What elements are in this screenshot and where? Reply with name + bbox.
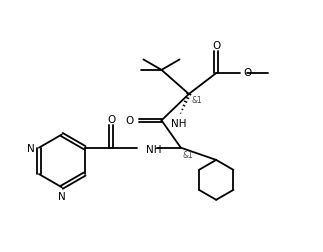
Text: O: O [212, 41, 220, 51]
Text: &1: &1 [182, 150, 193, 159]
Text: NH: NH [172, 118, 187, 129]
Text: O: O [107, 115, 115, 125]
Text: N: N [58, 191, 66, 201]
Text: O: O [126, 116, 134, 126]
Text: N: N [27, 143, 35, 153]
Text: &1: &1 [192, 96, 202, 105]
Text: NH: NH [146, 144, 162, 154]
Text: O: O [244, 68, 252, 78]
